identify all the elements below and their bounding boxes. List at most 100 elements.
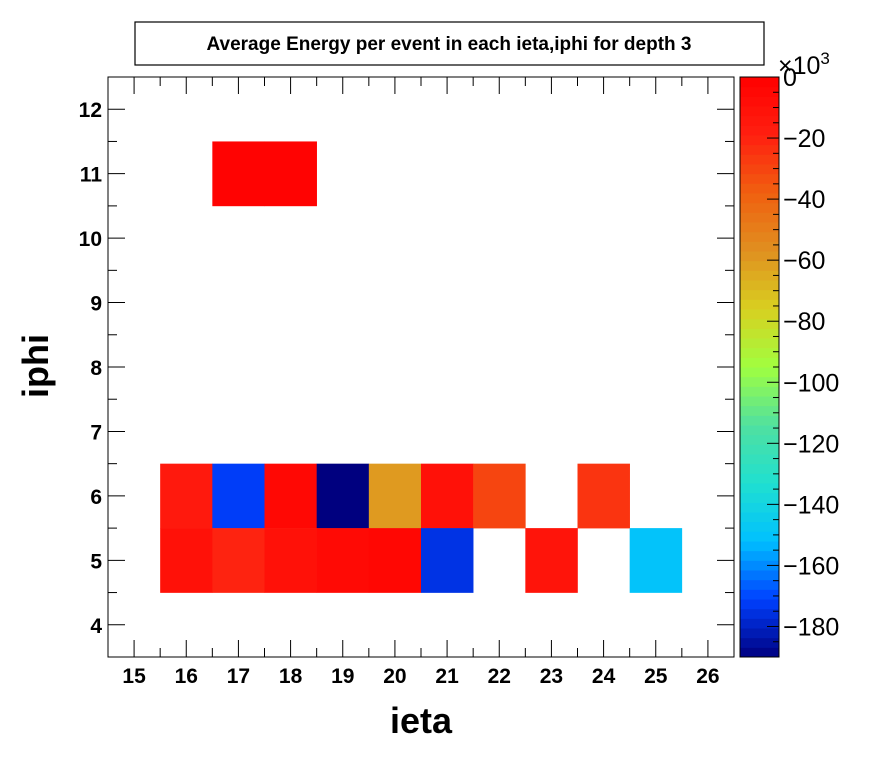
color-bar-ticks: 0 −20 −40 −60 −80 −100 −120 −140 −160 −180 [767, 64, 839, 658]
y-tick-label: 12 [79, 99, 102, 122]
color-bar-band [740, 280, 779, 291]
color-bar-tick-label: −120 [783, 430, 839, 458]
color-bar-band [740, 309, 779, 320]
heatmap-cell [473, 463, 526, 529]
color-bar-band [740, 454, 779, 465]
heatmap-cell [264, 528, 317, 593]
color-bar-band [740, 106, 779, 117]
color-bar-band [740, 550, 779, 561]
color-bar-band [740, 222, 779, 233]
x-tick-label: 24 [592, 665, 616, 688]
x-tick-label: 26 [696, 665, 719, 688]
color-bar-band [740, 270, 779, 281]
color-bar-band [740, 231, 779, 242]
color-bar-tick-label: −60 [783, 247, 825, 275]
color-bar-tick-label: −40 [783, 186, 825, 214]
heatmap-cell [212, 528, 265, 593]
color-bar-band [740, 483, 779, 494]
color-bar-band [740, 260, 779, 271]
color-bar-band [740, 241, 779, 252]
color-bar-band [740, 647, 779, 658]
heatmap-cell [368, 463, 422, 529]
color-bar-band [740, 183, 779, 194]
color-bar-band [740, 86, 779, 97]
color-bar-band [740, 289, 779, 300]
x-tick-label: 21 [435, 665, 459, 688]
color-bar-band [740, 444, 779, 455]
color-bar-band [740, 579, 779, 590]
color-bar-band [740, 531, 779, 542]
x-tick-label: 15 [122, 665, 146, 688]
color-bar-band [740, 589, 779, 600]
color-bar-band [740, 425, 779, 436]
color-bar-tick-label: −80 [783, 308, 825, 336]
x-tick-label: 22 [488, 665, 511, 688]
color-bar-band [740, 618, 779, 629]
color-bar-band [740, 608, 779, 619]
color-bar-band [740, 560, 779, 571]
x-tick-label: 19 [331, 665, 354, 688]
color-bar-band [740, 135, 779, 146]
y-tick-label: 4 [90, 615, 102, 638]
heatmap-cell [368, 528, 422, 593]
color-bar-band [740, 367, 779, 378]
color-bar-band [740, 463, 779, 474]
chart-title: Average Energy per event in each ieta,ip… [207, 34, 692, 55]
heatmap-cell [316, 528, 370, 593]
color-bar-tick-label: −140 [783, 491, 839, 519]
title-box [134, 21, 765, 66]
heatmap-cell [421, 528, 474, 593]
color-bar-band [740, 512, 779, 523]
heatmap-cell [577, 463, 630, 529]
color-bar-band [740, 521, 779, 532]
color-bar-band [740, 164, 779, 175]
heatmap-cell [629, 528, 683, 593]
heatmap-cells [160, 141, 683, 593]
color-bar-band [740, 125, 779, 136]
color-bar-band [740, 77, 779, 88]
heatmap-cell [264, 141, 317, 207]
x-tick-label: 25 [644, 665, 668, 688]
x-tick-label: 23 [540, 665, 563, 688]
axis-ticks: 15 16 17 18 19 20 21 22 23 24 25 26 4 5 6 7 8 9 10 11 12 [79, 76, 735, 688]
color-bar-band [740, 570, 779, 581]
x-tick-label: 17 [227, 665, 250, 688]
y-axis-title: iphi [15, 334, 56, 398]
y-tick-label: 11 [80, 164, 103, 187]
y-tick-label: 7 [90, 421, 102, 444]
y-tick-label: 10 [79, 228, 102, 251]
color-bar-band [740, 502, 779, 513]
x-tick-label: 20 [383, 665, 406, 688]
color-bar-band [740, 434, 779, 445]
color-bar-band [740, 115, 779, 126]
color-bar-band [740, 396, 779, 407]
color-bar-band [740, 376, 779, 387]
y-tick-label: 5 [90, 550, 102, 573]
color-bar-band [740, 599, 779, 610]
color-bar-band [740, 202, 779, 213]
color-bar-band [740, 473, 779, 484]
color-bar-band [740, 251, 779, 262]
color-bar-band [740, 357, 779, 368]
color-bar-tick-label: −20 [783, 125, 825, 153]
heatmap-cell [160, 528, 213, 593]
color-bar-band [740, 628, 779, 639]
color-bar-band [740, 154, 779, 165]
color-bar-band [740, 347, 779, 358]
color-bar-band [740, 193, 779, 204]
heatmap-cell [160, 463, 213, 529]
color-bar-band [740, 96, 779, 107]
color-bar-band [740, 405, 779, 416]
color-bar-band [740, 299, 779, 310]
plot-frame [107, 76, 735, 658]
color-bar-tick-label: −160 [783, 552, 839, 580]
color-bar-tick-label: −100 [783, 369, 839, 397]
x-axis-title: ieta [390, 700, 453, 741]
y-tick-label: 8 [90, 357, 102, 380]
heatmap-cell [421, 463, 474, 529]
color-bar-tick-label: 0 [783, 64, 797, 92]
heatmap-cell [212, 141, 265, 207]
heatmap-cell [525, 528, 578, 593]
x-tick-label: 16 [175, 665, 198, 688]
